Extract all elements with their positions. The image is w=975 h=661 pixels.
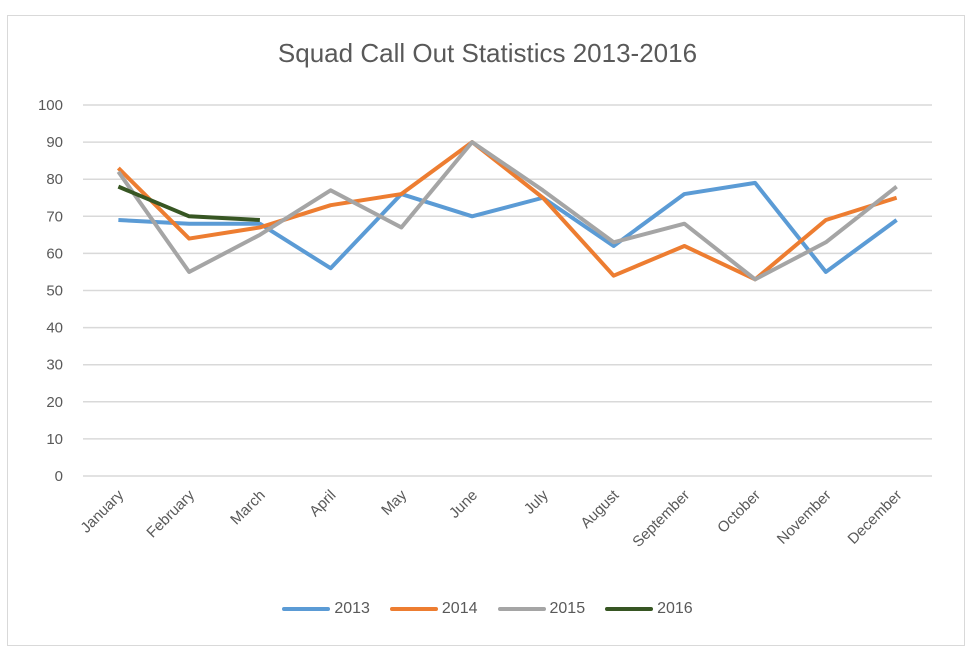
legend-label: 2015 — [549, 600, 586, 617]
x-tick-label: January — [77, 486, 127, 536]
x-axis-ticks: January February March April May June July Augu… — [77, 486, 905, 550]
x-tick-label: June — [446, 487, 481, 522]
x-tick-label: October — [714, 487, 764, 537]
y-tick-label: 80 — [46, 171, 63, 188]
chart-title: Squad Call Out Statistics 2013-2016 — [277, 38, 698, 68]
series-line-2015 — [116, 140, 898, 282]
x-tick-label: August — [577, 486, 623, 532]
legend-swatch — [497, 607, 546, 611]
x-tick-label: November — [774, 487, 835, 548]
legend-swatch — [605, 607, 654, 611]
y-tick-label: 60 — [46, 245, 63, 262]
series-line-2014 — [116, 140, 898, 282]
legend-item-2013: 2013 — [282, 600, 370, 618]
legend-item-2015: 2015 — [497, 600, 586, 618]
y-tick-label: 0 — [55, 468, 63, 485]
y-axis-ticks: 0 10 20 30 40 50 60 70 80 90 100 — [38, 97, 63, 485]
y-tick-label: 70 — [46, 208, 63, 225]
x-tick-label: March — [227, 487, 268, 528]
legend-label: 2014 — [441, 600, 478, 617]
y-tick-label: 30 — [46, 357, 63, 374]
x-tick-label: September — [629, 487, 693, 551]
legend: 2013 2014 2015 2016 — [0, 600, 975, 618]
legend-swatch — [389, 607, 438, 611]
legend-label: 2016 — [657, 600, 693, 617]
y-tick-label: 20 — [46, 394, 63, 411]
y-tick-label: 40 — [46, 320, 63, 337]
legend-item-2014: 2014 — [389, 600, 478, 618]
series-line-2016 — [117, 184, 260, 223]
x-tick-label: May — [378, 486, 410, 518]
legend-swatch — [282, 607, 331, 611]
y-tick-label: 90 — [46, 134, 63, 151]
y-tick-label: 10 — [46, 431, 63, 448]
legend-label: 2013 — [334, 600, 370, 617]
series-line-2013 — [118, 180, 898, 274]
y-tick-label: 100 — [38, 97, 63, 114]
x-tick-label: February — [143, 486, 198, 541]
x-tick-label: December — [844, 487, 905, 548]
x-tick-label: July — [521, 486, 552, 517]
series-lines — [116, 140, 898, 282]
chart-frame — [7, 15, 965, 646]
gridlines — [83, 104, 932, 477]
y-tick-label: 50 — [46, 283, 63, 300]
legend-item-2016: 2016 — [605, 600, 693, 618]
x-tick-label: April — [306, 487, 339, 520]
